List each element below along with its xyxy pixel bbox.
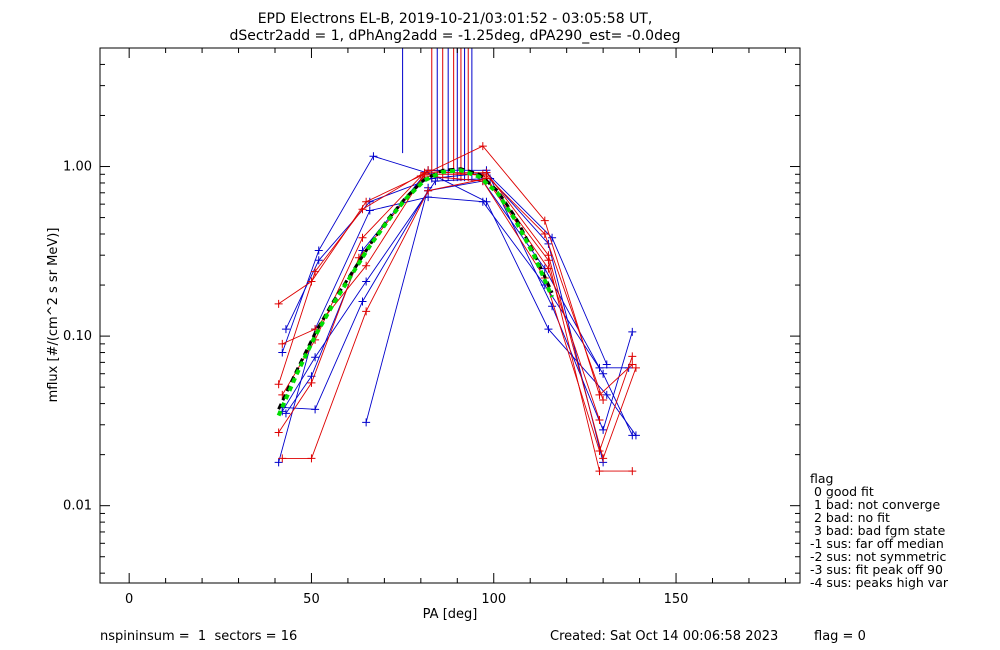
footer-created: Created: Sat Oct 14 00:06:58 2023 bbox=[550, 629, 778, 644]
legend-entry: 3 bad: bad fgm state bbox=[810, 523, 946, 538]
data-point bbox=[602, 390, 611, 399]
legend-entry: -1 sus: far off median bbox=[810, 536, 944, 551]
data-point bbox=[628, 327, 637, 336]
data-point bbox=[369, 152, 378, 161]
data-point bbox=[628, 352, 637, 361]
data-point bbox=[599, 395, 608, 404]
legend-entry: 0 good fit bbox=[810, 484, 874, 499]
series-line bbox=[282, 178, 633, 472]
series-line bbox=[285, 172, 608, 365]
series-line bbox=[365, 187, 429, 423]
data-point bbox=[595, 447, 604, 456]
data-point bbox=[540, 216, 549, 225]
data-point bbox=[281, 409, 290, 418]
data-point bbox=[362, 307, 371, 316]
series-line bbox=[278, 145, 633, 396]
data-point bbox=[599, 425, 608, 434]
data-point bbox=[631, 363, 640, 372]
data-point bbox=[274, 299, 283, 308]
data-point bbox=[478, 142, 487, 151]
data-point bbox=[362, 418, 371, 427]
series-line bbox=[281, 172, 637, 460]
data-point bbox=[307, 378, 316, 387]
data-point bbox=[281, 325, 290, 334]
legend-entry: 1 bad: not converge bbox=[810, 497, 940, 512]
data-point bbox=[274, 380, 283, 389]
x-tick-label: 100 bbox=[481, 592, 506, 607]
data-point bbox=[358, 297, 367, 306]
data-point bbox=[599, 369, 608, 378]
data-point bbox=[631, 431, 640, 440]
data-point bbox=[548, 302, 557, 311]
data-point bbox=[548, 233, 557, 242]
series-line bbox=[285, 169, 633, 432]
chart-title-line2: dSectr2add = 1, dPhAng2add = -1.25deg, d… bbox=[230, 28, 681, 44]
y-tick-label: 1.00 bbox=[63, 160, 92, 175]
axis-layer: 0 50 100 150 0.01 0.10 1.00 bbox=[63, 47, 800, 607]
data-point bbox=[628, 467, 637, 476]
fit-curve bbox=[276, 168, 554, 417]
data-point bbox=[424, 166, 433, 175]
plot-frame bbox=[99, 47, 801, 584]
series-line bbox=[282, 180, 629, 410]
data-point bbox=[311, 267, 320, 276]
legend: flag 0 good fit 1 bad: not converge 2 ba… bbox=[810, 471, 949, 590]
data-point bbox=[544, 256, 553, 265]
data-point bbox=[358, 233, 367, 242]
series-line bbox=[278, 196, 633, 463]
data-point bbox=[420, 170, 429, 179]
data-point bbox=[544, 325, 553, 334]
y-axis-label: mflux [#/(cm^2 s sr MeV)] bbox=[46, 228, 61, 403]
data-point bbox=[362, 197, 371, 206]
data-point bbox=[278, 454, 287, 463]
series-line bbox=[278, 175, 633, 453]
legend-entry: -2 sus: not symmetric bbox=[810, 549, 946, 564]
data-point bbox=[314, 256, 323, 265]
legend-title: flag bbox=[810, 471, 833, 486]
data-point bbox=[602, 360, 611, 369]
data-point bbox=[595, 363, 604, 372]
legend-entry: 2 bad: no fit bbox=[810, 510, 890, 525]
data-point bbox=[595, 467, 604, 476]
data-point bbox=[544, 264, 553, 273]
data-point bbox=[540, 230, 549, 239]
data-point bbox=[307, 454, 316, 463]
data-point bbox=[274, 458, 283, 467]
data-point bbox=[311, 405, 320, 414]
data-point bbox=[365, 206, 374, 215]
y-tick-label: 0.01 bbox=[63, 499, 92, 514]
chart-title-line1: EPD Electrons EL-B, 2019-10-21/03:01:52 … bbox=[258, 11, 653, 27]
series-line bbox=[281, 178, 604, 463]
series-layer bbox=[274, 48, 640, 476]
footer-flag: flag = 0 bbox=[814, 629, 866, 644]
x-tick-label: 50 bbox=[303, 592, 320, 607]
data-point bbox=[362, 277, 371, 286]
legend-entry: -3 sus: fit peak off 90 bbox=[810, 562, 943, 577]
footer-spin-info: nspininsum = 1 sectors = 16 bbox=[100, 629, 297, 644]
data-point bbox=[278, 339, 287, 348]
data-point bbox=[278, 348, 287, 357]
y-tick-label: 0.10 bbox=[63, 329, 92, 344]
data-point bbox=[314, 246, 323, 255]
data-point bbox=[595, 416, 604, 425]
data-point bbox=[274, 428, 283, 437]
data-point bbox=[311, 353, 320, 362]
data-point bbox=[362, 261, 371, 270]
legend-entry: -4 sus: peaks high var bbox=[810, 575, 949, 590]
data-point bbox=[424, 186, 433, 195]
data-point bbox=[599, 454, 608, 463]
data-point bbox=[595, 390, 604, 399]
data-point bbox=[358, 205, 367, 214]
data-point bbox=[482, 197, 491, 206]
x-axis-label: PA [deg] bbox=[423, 607, 478, 622]
x-tick-label: 0 bbox=[125, 592, 133, 607]
x-tick-label: 150 bbox=[664, 592, 689, 607]
